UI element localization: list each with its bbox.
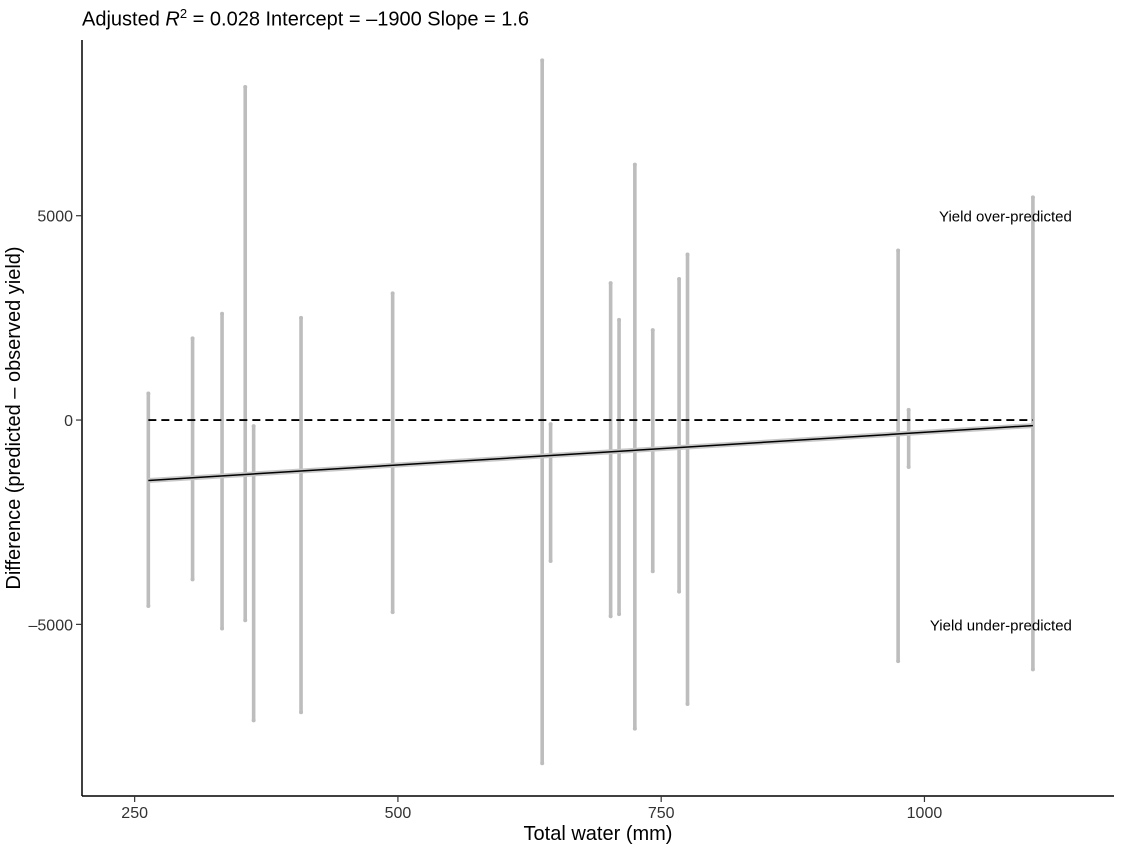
point-column-7-top-point	[540, 58, 545, 63]
r-squared-exponent: 2	[179, 6, 188, 21]
y-tick-label--5000: –5000	[29, 617, 74, 634]
axes-layer	[81, 40, 1114, 797]
point-column-8-bottom-point	[548, 559, 553, 564]
point-column-15-top-point	[896, 248, 901, 253]
point-column-16-top-point	[906, 407, 911, 412]
r-squared-symbol: R	[165, 8, 180, 31]
point-column-10-bottom-point	[617, 612, 622, 617]
points-layer	[146, 58, 1035, 766]
point-column-5-top-point	[299, 315, 304, 320]
point-column-16-bottom-point	[906, 465, 911, 470]
point-column-7-bottom-point	[540, 761, 545, 766]
point-column-13-top-point	[677, 277, 682, 282]
point-column-3-top-point	[243, 84, 248, 89]
annotation-1: Yield under-predicted	[930, 617, 1072, 634]
point-column-14-top-point	[685, 252, 690, 257]
chart-title: Adjusted R2 = 0.028 Intercept = –1900 Sl…	[82, 6, 529, 32]
point-column-4-top-point	[251, 424, 256, 429]
regression-line	[148, 424, 1033, 482]
point-column-11-top-point	[632, 162, 637, 167]
y-tick-label-0: 0	[64, 413, 73, 430]
point-column-4-bottom-point	[251, 718, 256, 723]
x-tick-label-250: 250	[121, 805, 148, 822]
x-axis-title: Total water (mm)	[524, 823, 673, 845]
point-column-11-bottom-point	[632, 726, 637, 731]
point-column-1-bottom-point	[190, 577, 195, 582]
y-tick-label-5000: 5000	[37, 209, 73, 226]
point-column-0-bottom-point	[146, 603, 151, 608]
point-column-2-bottom-point	[220, 626, 225, 631]
chart-title-prefix: Adjusted	[82, 8, 160, 31]
point-column-12-bottom-point	[650, 569, 655, 574]
point-column-17-bottom-point	[1030, 667, 1035, 672]
point-column-12-top-point	[650, 328, 655, 333]
chart-title-stats: = 0.028 Intercept = –1900 Slope = 1.6	[192, 8, 530, 31]
point-column-1-top-point	[190, 336, 195, 341]
annotation-0: Yield over-predicted	[939, 209, 1072, 226]
point-column-0-top-point	[146, 391, 151, 396]
x-tick-label-500: 500	[385, 805, 412, 822]
point-column-5-bottom-point	[299, 710, 304, 715]
point-column-8-top-point	[548, 422, 553, 427]
point-column-9-top-point	[608, 281, 613, 286]
point-column-17-top-point	[1030, 195, 1035, 200]
point-column-2-top-point	[220, 311, 225, 316]
point-column-3-bottom-point	[243, 618, 248, 623]
point-column-10-top-point	[617, 317, 622, 322]
y-axis-title: Difference (predicted – observed yield)	[3, 246, 25, 589]
point-column-6-bottom-point	[390, 610, 395, 615]
point-column-13-bottom-point	[677, 589, 682, 594]
x-tick-label-1000: 1000	[907, 805, 943, 822]
point-column-14-bottom-point	[685, 702, 690, 707]
lines-layer	[148, 419, 1034, 483]
x-tick-label-750: 750	[648, 805, 675, 822]
annotations-layer: Yield over-predicted Yield under-predicte…	[930, 209, 1072, 635]
point-column-6-top-point	[390, 291, 395, 296]
point-column-15-bottom-point	[896, 659, 901, 664]
point-column-9-bottom-point	[608, 614, 613, 619]
ticks-layer: 250 500 750 1000 –5000 0 5000	[29, 209, 943, 822]
